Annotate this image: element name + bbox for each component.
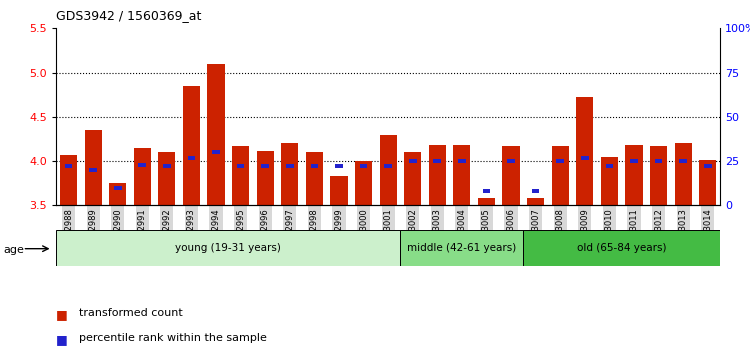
- Text: middle (42-61 years): middle (42-61 years): [407, 243, 517, 253]
- Bar: [409, 159, 416, 163]
- Text: percentile rank within the sample: percentile rank within the sample: [79, 333, 267, 343]
- Bar: [56, 230, 400, 266]
- Bar: [64, 164, 73, 169]
- Bar: [429, 145, 446, 205]
- Bar: [699, 160, 716, 205]
- Bar: [433, 159, 441, 163]
- Bar: [527, 198, 544, 205]
- Bar: [532, 189, 539, 193]
- Bar: [674, 143, 692, 205]
- Bar: [655, 159, 662, 163]
- Bar: [286, 164, 294, 169]
- Bar: [183, 86, 200, 205]
- Bar: [503, 146, 520, 205]
- Text: ■: ■: [56, 308, 68, 321]
- Bar: [109, 183, 126, 205]
- Bar: [650, 146, 668, 205]
- Bar: [114, 185, 122, 190]
- Bar: [163, 164, 171, 169]
- Bar: [212, 150, 220, 154]
- Bar: [139, 162, 146, 167]
- Bar: [310, 164, 318, 169]
- Bar: [551, 146, 568, 205]
- Text: young (19-31 years): young (19-31 years): [176, 243, 281, 253]
- Bar: [355, 161, 372, 205]
- Bar: [232, 146, 249, 205]
- Bar: [384, 164, 392, 169]
- Bar: [601, 157, 618, 205]
- Bar: [261, 164, 269, 169]
- Bar: [482, 189, 490, 193]
- Bar: [524, 230, 720, 266]
- Bar: [335, 164, 343, 169]
- Bar: [60, 155, 77, 205]
- Text: GDS3942 / 1560369_at: GDS3942 / 1560369_at: [56, 9, 202, 22]
- Bar: [605, 164, 613, 169]
- Text: transformed count: transformed count: [79, 308, 182, 318]
- Bar: [281, 143, 298, 205]
- Bar: [581, 155, 589, 160]
- Bar: [400, 230, 524, 266]
- Bar: [134, 148, 151, 205]
- Bar: [458, 159, 466, 163]
- Bar: [85, 130, 102, 205]
- Bar: [404, 152, 422, 205]
- Text: age: age: [4, 245, 25, 255]
- Bar: [256, 152, 274, 205]
- Bar: [576, 97, 593, 205]
- Text: ■: ■: [56, 333, 68, 346]
- Bar: [680, 159, 687, 163]
- Bar: [630, 159, 638, 163]
- Bar: [556, 159, 564, 163]
- Text: old (65-84 years): old (65-84 years): [577, 243, 667, 253]
- Bar: [208, 64, 225, 205]
- Bar: [188, 155, 195, 160]
- Bar: [89, 168, 97, 172]
- Bar: [330, 176, 347, 205]
- Bar: [507, 159, 515, 163]
- Bar: [478, 198, 495, 205]
- Bar: [306, 152, 323, 205]
- Bar: [360, 164, 368, 169]
- Bar: [704, 164, 712, 169]
- Bar: [158, 152, 176, 205]
- Bar: [453, 145, 470, 205]
- Bar: [237, 164, 244, 169]
- Bar: [626, 145, 643, 205]
- Bar: [380, 135, 397, 205]
